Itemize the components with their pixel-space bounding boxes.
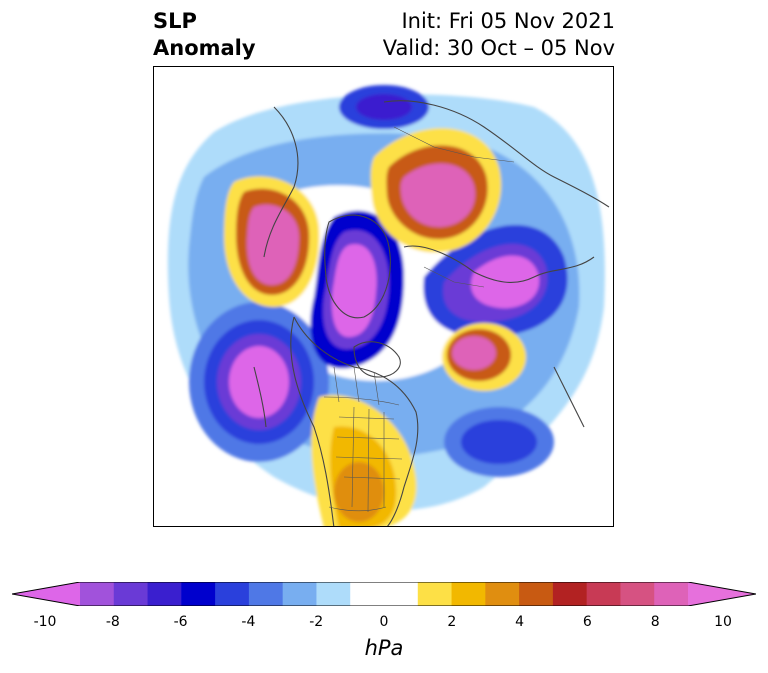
coastline-west-america	[290, 316, 335, 526]
low-north-core	[356, 94, 412, 120]
colorbar-bin	[316, 582, 351, 606]
colorbar	[12, 582, 756, 606]
colorbar-tick-label: 2	[447, 614, 457, 630]
coastline-hudson	[353, 341, 401, 378]
border-canada-prov	[333, 366, 380, 406]
colorbar-bin	[113, 582, 149, 606]
colorbar-tick-label: -6	[173, 614, 188, 630]
field-title-line1: SLP	[153, 9, 197, 33]
border-us-mexico	[328, 506, 387, 512]
coastline-japan	[253, 366, 267, 428]
colorbar-bin	[552, 582, 588, 606]
high-eurasia-inner	[400, 163, 476, 227]
colorbar-tick-label: 0	[379, 614, 389, 630]
high-alaska-inner	[246, 204, 299, 285]
colorbar-bin	[654, 582, 689, 606]
colorbar-bin	[620, 582, 655, 606]
colorbar-bin	[586, 582, 621, 606]
colorbar-tick-label: -8	[105, 614, 120, 630]
colorbar-bin	[519, 582, 554, 606]
colorbar-bin	[248, 582, 284, 606]
colorbar-bin	[384, 582, 419, 606]
colorbar-tick-label: -10	[33, 614, 57, 630]
colorbar-tick-label: 8	[650, 614, 660, 630]
init-date: Init: Fri 05 Nov 2021	[401, 9, 615, 33]
border-us-states	[335, 406, 403, 513]
field-title-line2: Anomaly	[153, 36, 256, 60]
colorbar-tick-label: 10	[714, 614, 732, 630]
high-atlantic-core	[452, 336, 496, 370]
field-title: SLP Anomaly	[153, 8, 256, 62]
colorbar-tick-label: -2	[309, 614, 324, 630]
coastlines	[253, 100, 610, 526]
colorbar-extend-min	[12, 582, 80, 606]
anomaly-map-svg	[167, 85, 610, 526]
colorbar-extend-max	[688, 582, 756, 606]
colorbar-bin	[215, 582, 250, 606]
coastline-africa	[553, 366, 585, 428]
date-info: Init: Fri 05 Nov 2021 Valid: 30 Oct – 05…	[383, 8, 615, 62]
colorbar-bin	[181, 582, 216, 606]
valid-range: Valid: 30 Oct – 05 Nov	[382, 36, 615, 60]
coastline-greenland	[324, 214, 391, 319]
border-europe	[423, 266, 485, 288]
coastline-asia-east	[263, 106, 299, 258]
colorbar-bin	[282, 582, 317, 606]
high-namerica-core	[334, 462, 384, 522]
colorbar-bin	[80, 582, 115, 606]
borders	[323, 126, 515, 513]
colorbar-tick-label: -4	[241, 614, 256, 630]
coastline-asia	[383, 100, 610, 208]
colorbar-bin	[147, 582, 182, 606]
colorbar-tick-label: 6	[582, 614, 592, 630]
colorbar-bin	[417, 582, 453, 606]
coastline-europe	[403, 245, 595, 283]
border-us-canada	[323, 396, 400, 406]
colorbar-unit-label: hPa	[364, 636, 404, 660]
colorbar-bin	[350, 582, 385, 606]
anomaly-map	[153, 66, 614, 527]
border-asia	[393, 126, 515, 163]
low-atlantic-core	[461, 420, 537, 464]
coastline-north-america	[293, 316, 419, 526]
low-arctic-core	[331, 244, 377, 337]
colorbar-bin	[451, 582, 486, 606]
colorbar-bin	[485, 582, 520, 606]
colorbar-tick-label: 4	[515, 614, 525, 630]
low-pacific-core	[229, 346, 289, 418]
